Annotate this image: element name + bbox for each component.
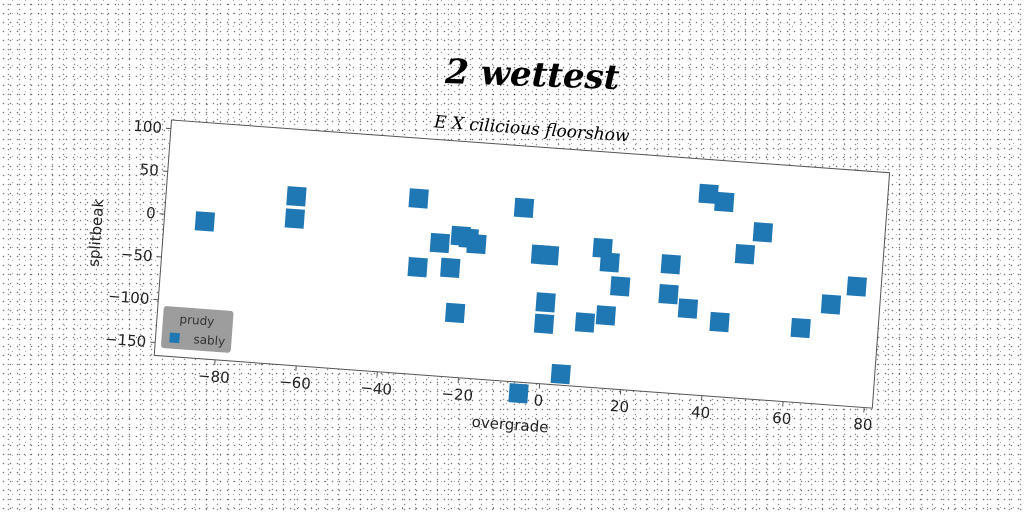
data-point (698, 183, 719, 205)
data-point (444, 302, 466, 324)
legend: prudy sably (161, 306, 234, 353)
data-point (407, 257, 428, 278)
data-point (194, 211, 216, 232)
data-point (599, 252, 620, 273)
axes-group: E X cilicious floorshow −80 −60 −40 −20 0 20 4… (85, 112, 891, 437)
x-tick-label: 20 (609, 397, 629, 416)
legend-entry-sably: sably (193, 332, 226, 348)
x-tick-label: −20 (441, 385, 474, 405)
data-point (820, 294, 842, 315)
data-point (550, 363, 571, 385)
data-point (535, 292, 556, 313)
data-point (574, 312, 596, 333)
y-axis-label: splitbeak (85, 198, 108, 268)
legend-marker (169, 332, 180, 344)
data-point (709, 311, 730, 333)
legend-title: prudy (179, 312, 215, 329)
data-point (408, 188, 429, 209)
points-layer (194, 183, 867, 404)
data-point (466, 233, 487, 255)
x-tick-label: 60 (772, 409, 792, 428)
x-tick-label: −80 (197, 367, 230, 387)
data-point (677, 298, 699, 319)
x-axis: −80 −60 −40 −20 0 20 40 60 80 (197, 359, 873, 434)
x-tick-label: 40 (690, 403, 710, 422)
data-point (284, 208, 305, 229)
data-point (846, 276, 867, 297)
data-point (752, 222, 774, 243)
y-tick-label: 0 (145, 204, 156, 223)
plot-area (153, 119, 891, 409)
data-point (429, 232, 451, 254)
y-tick-label: 100 (133, 117, 163, 137)
data-point (508, 383, 529, 404)
x-tick-label: 0 (533, 391, 544, 410)
data-point (533, 313, 555, 334)
x-tick-label: −40 (360, 379, 393, 399)
data-point (440, 257, 461, 279)
data-point (595, 305, 616, 326)
y-axis: 100 50 0 −50 −100 −150 (104, 117, 171, 351)
data-point (734, 244, 756, 265)
y-tick-label: −50 (120, 245, 153, 265)
y-tick-label: 50 (139, 160, 159, 179)
data-point (790, 317, 811, 339)
data-point (538, 245, 560, 266)
x-tick-label: 80 (853, 415, 873, 434)
x-tick-label: −60 (279, 373, 312, 393)
figure-title: 2 wettest (444, 52, 621, 98)
data-point (658, 284, 679, 305)
y-tick-label: −100 (108, 287, 150, 308)
data-point (286, 186, 307, 207)
data-point (660, 254, 681, 275)
data-point (513, 197, 535, 219)
data-point (610, 276, 631, 297)
y-tick-label: −150 (104, 330, 146, 351)
data-point (714, 191, 735, 213)
x-axis-label: overgrade (471, 413, 549, 437)
